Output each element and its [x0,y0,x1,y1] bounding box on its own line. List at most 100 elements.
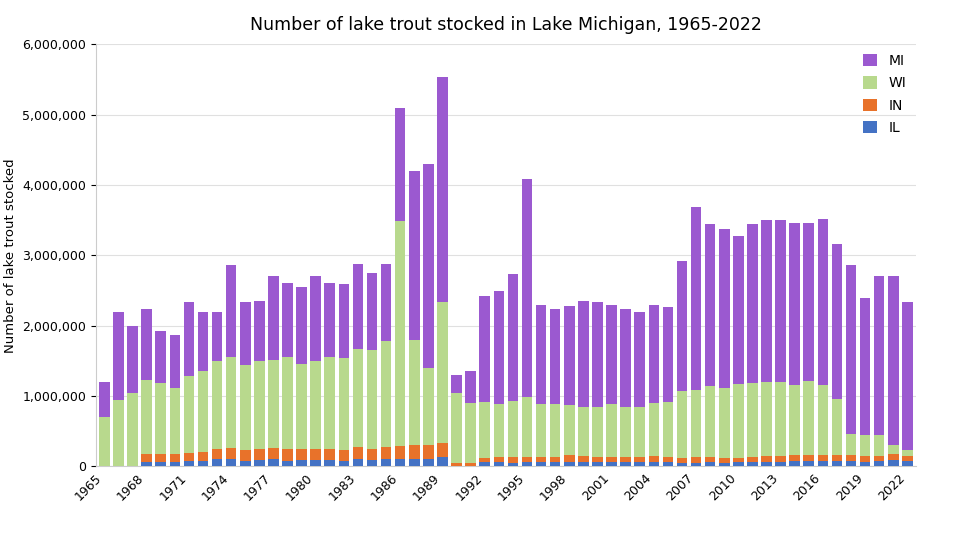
Legend: MI, WI, IN, IL: MI, WI, IN, IL [857,49,912,140]
Bar [578,301,589,407]
Bar [282,357,292,449]
Bar [353,349,363,448]
Bar [240,365,250,449]
Bar [170,454,180,461]
Bar [339,358,349,449]
Bar [648,403,659,456]
Bar [719,229,730,388]
Bar [353,264,363,349]
Bar [648,305,659,403]
Bar [155,461,166,466]
Bar [705,457,715,462]
Bar [366,460,377,466]
Bar [888,454,899,460]
Bar [902,456,913,461]
Bar [663,402,673,457]
Bar [761,461,772,466]
Bar [818,385,829,455]
Bar [536,457,547,462]
Bar [522,179,532,397]
Bar [155,384,166,454]
Bar [888,460,899,466]
Bar [902,450,913,456]
Bar [522,462,532,466]
Bar [550,404,560,457]
Bar [409,459,420,466]
Bar [761,382,772,456]
Bar [465,371,476,403]
Bar [902,302,913,450]
Bar [183,453,194,461]
Bar [804,455,814,461]
Bar [775,461,785,466]
Bar [747,461,758,466]
Bar [635,312,645,407]
Bar [296,460,307,466]
Bar [311,449,321,460]
Bar [141,310,152,380]
Text: WISCONSIN DEPARTMENT OF NATURAL RESOURCES  |  DNR.WI.GOV: WISCONSIN DEPARTMENT OF NATURAL RESOURCE… [192,521,767,537]
Bar [761,456,772,461]
Bar [353,448,363,459]
Bar [324,357,335,449]
Bar [747,457,758,461]
Bar [564,461,574,466]
Bar [507,401,518,457]
Bar [324,460,335,466]
Bar [860,298,871,435]
Title: Number of lake trout stocked in Lake Michigan, 1965-2022: Number of lake trout stocked in Lake Mic… [250,16,761,34]
Bar [423,368,433,445]
Bar [846,434,856,455]
Bar [155,454,166,461]
Bar [831,244,842,399]
Bar [240,449,250,461]
Bar [494,404,504,457]
Bar [269,360,279,448]
Bar [564,455,574,461]
Bar [831,399,842,455]
Bar [677,463,688,466]
Bar [831,461,842,466]
Bar [311,460,321,466]
Bar [494,457,504,462]
Bar [761,220,772,382]
Bar [212,459,222,466]
Bar [536,305,547,404]
Bar [128,392,138,466]
Bar [141,454,152,461]
Bar [494,462,504,466]
Bar [183,376,194,453]
Bar [254,301,265,361]
Bar [395,221,406,446]
Bar [465,403,476,463]
Bar [902,461,913,466]
Bar [522,397,532,457]
Bar [804,223,814,381]
Bar [141,461,152,466]
Bar [804,461,814,466]
Bar [818,461,829,466]
Bar [620,309,631,407]
Bar [269,275,279,360]
Bar [677,458,688,463]
Bar [141,380,152,454]
Bar [465,463,476,466]
Bar [874,456,884,461]
Bar [747,224,758,383]
Bar [409,339,420,445]
Bar [437,302,448,443]
Bar [522,457,532,462]
Bar [550,309,560,404]
Bar [831,455,842,461]
Bar [198,371,208,453]
Bar [381,447,391,459]
Bar [677,391,688,458]
Bar [282,461,292,466]
Bar [99,382,109,417]
Bar [409,445,420,459]
Bar [719,463,730,466]
Bar [578,461,589,466]
Bar [296,287,307,364]
Bar [183,302,194,376]
Bar [606,404,617,457]
